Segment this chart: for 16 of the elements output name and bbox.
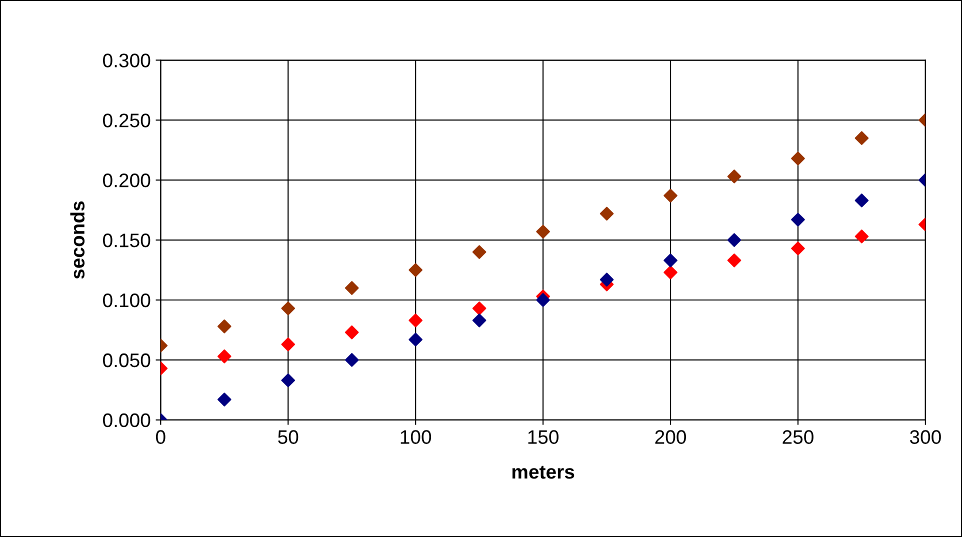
y-tick-label: 0.300 xyxy=(103,54,150,68)
x-tick-label: 300 xyxy=(910,430,941,444)
x-tick-label: 200 xyxy=(655,430,686,444)
y-axis-title: seconds xyxy=(70,201,85,279)
x-tick-label: 0 xyxy=(156,430,166,444)
x-tick-label: 50 xyxy=(278,430,298,444)
x-tick-label: 250 xyxy=(782,430,814,444)
y-tick-label: 0.150 xyxy=(103,234,150,248)
x-axis-title: meters xyxy=(512,466,574,479)
y-tick-label: 0.100 xyxy=(103,293,150,308)
y-tick-label: 0.200 xyxy=(103,174,150,188)
y-tick-label: 0.250 xyxy=(103,114,150,128)
y-tick-label: 0.000 xyxy=(103,413,150,428)
y-tick-label: 0.050 xyxy=(103,353,150,368)
x-tick-label: 100 xyxy=(400,430,432,444)
x-tick-label: 150 xyxy=(528,430,559,444)
